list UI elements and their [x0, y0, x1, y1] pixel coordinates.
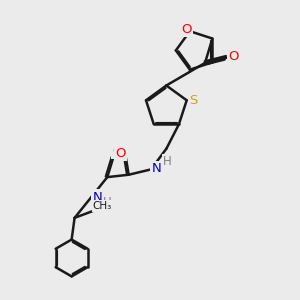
Text: O: O: [181, 23, 191, 36]
Text: H: H: [163, 154, 172, 168]
Text: H: H: [103, 196, 112, 209]
Text: O: O: [112, 146, 123, 158]
Text: N: N: [152, 162, 161, 175]
Text: N: N: [92, 190, 102, 203]
Text: O: O: [115, 147, 126, 161]
Text: S: S: [189, 94, 197, 107]
Text: O: O: [228, 50, 238, 63]
Text: CH₃: CH₃: [93, 201, 112, 211]
